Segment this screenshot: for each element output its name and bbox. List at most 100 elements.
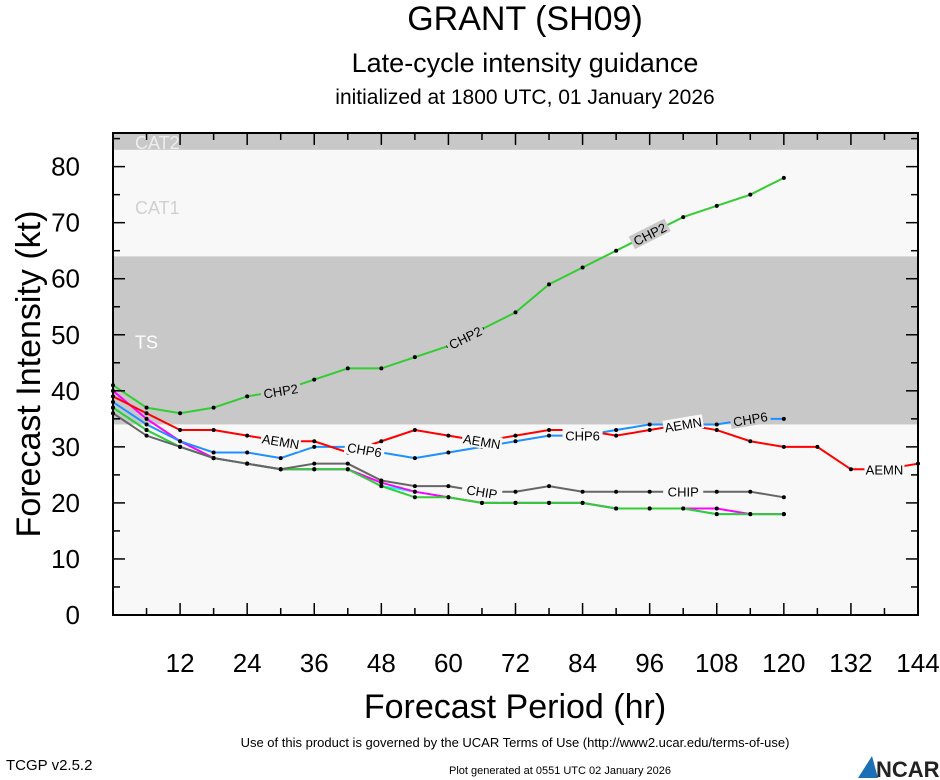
data-point [614, 433, 619, 438]
band-label: CAT1 [135, 198, 180, 218]
data-point [547, 428, 552, 433]
x-tick-label: 120 [762, 648, 805, 678]
data-point [748, 512, 753, 517]
series-label: CHP6 [343, 439, 386, 460]
data-point [312, 377, 317, 382]
data-point [781, 444, 786, 449]
data-point [815, 444, 820, 449]
data-point [513, 433, 518, 438]
chart-init-time: initialized at 1800 UTC, 01 January 2026 [335, 86, 714, 109]
data-point [178, 444, 183, 449]
data-point [580, 489, 585, 494]
data-point [144, 416, 149, 421]
data-point [781, 495, 786, 500]
data-point [547, 433, 552, 438]
series-label-bg [729, 408, 772, 430]
data-point [379, 478, 384, 483]
data-point [614, 428, 619, 433]
x-tick-label: 60 [434, 648, 463, 678]
series-label-text: CHIP [668, 485, 699, 500]
data-point [144, 433, 149, 438]
data-point [580, 500, 585, 505]
data-point [513, 310, 518, 315]
data-point [446, 484, 451, 489]
terms-of-use: Use of this product is governed by the U… [241, 735, 790, 750]
data-point [211, 450, 216, 455]
data-point [312, 467, 317, 472]
data-point [513, 500, 518, 505]
band-label: TS [135, 332, 158, 352]
data-point [614, 248, 619, 253]
y-tick-label: 60 [51, 264, 80, 294]
data-point [714, 512, 719, 517]
series-label: CHIP [461, 481, 503, 502]
y-tick-label: 80 [51, 152, 80, 182]
intensity-bands: TS CAT1 CAT2 [113, 133, 918, 615]
data-point [547, 484, 552, 489]
data-point [278, 456, 283, 461]
series-label-text: AEMN [261, 431, 301, 452]
series-label-bg [461, 481, 503, 502]
data-point [144, 428, 149, 433]
band-cat1 [113, 149, 918, 257]
data-point [446, 450, 451, 455]
series-label-text: CHP6 [732, 409, 769, 430]
data-point [245, 461, 250, 466]
series-label-bg [259, 431, 302, 452]
data-point [245, 450, 250, 455]
data-point [345, 366, 350, 371]
series-label-bg [259, 380, 302, 402]
data-point [714, 506, 719, 511]
series-label: AEMN [259, 431, 302, 452]
series-label: AEMN [461, 431, 503, 452]
series-label: AEMN [662, 414, 705, 435]
chart-subtitle: Late-cycle intensity guidance [352, 48, 699, 78]
data-point [178, 411, 183, 416]
data-point [748, 489, 753, 494]
series-label: CHP6 [562, 428, 603, 444]
band-ts [113, 256, 918, 425]
data-point [178, 439, 183, 444]
data-point [211, 405, 216, 410]
data-point [681, 506, 686, 511]
data-point [345, 461, 350, 466]
axes: 0 10 20 30 40 50 60 70 80 12 24 36 48 60 72 84 96 108 120 1… [51, 132, 940, 678]
data-point [144, 405, 149, 410]
series-label-bg [628, 218, 671, 250]
data-point [614, 489, 619, 494]
data-point [714, 422, 719, 427]
x-tick-label: 24 [233, 648, 262, 678]
data-point [647, 422, 652, 427]
series-label: CHP6 [729, 408, 772, 430]
data-point [647, 489, 652, 494]
y-tick-label: 10 [51, 544, 80, 574]
data-point [647, 506, 652, 511]
x-tick-label: 96 [635, 648, 664, 678]
data-point [781, 512, 786, 517]
data-point [211, 428, 216, 433]
x-tick-label: 144 [896, 648, 939, 678]
data-point [412, 495, 417, 500]
series-label-bg [343, 439, 386, 460]
ncar-logo: NCAR [858, 756, 940, 780]
data-point [714, 489, 719, 494]
series-label: CHP2 [259, 380, 302, 402]
data-point [144, 422, 149, 427]
x-tick-label: 12 [166, 648, 195, 678]
band-label: CAT2 [135, 133, 180, 153]
generated-time: Plot generated at 0551 UTC 02 January 20… [449, 765, 671, 777]
data-point [479, 500, 484, 505]
data-point [748, 439, 753, 444]
data-point [714, 428, 719, 433]
data-point [748, 192, 753, 197]
series-label-text: AEMN [866, 462, 904, 477]
data-point [412, 428, 417, 433]
data-point [379, 484, 384, 489]
series-label-bg [663, 484, 704, 499]
data-point [412, 456, 417, 461]
data-point [647, 428, 652, 433]
data-point [547, 500, 552, 505]
data-point [412, 489, 417, 494]
data-point [580, 265, 585, 270]
series-label-text: CHP2 [262, 381, 299, 402]
